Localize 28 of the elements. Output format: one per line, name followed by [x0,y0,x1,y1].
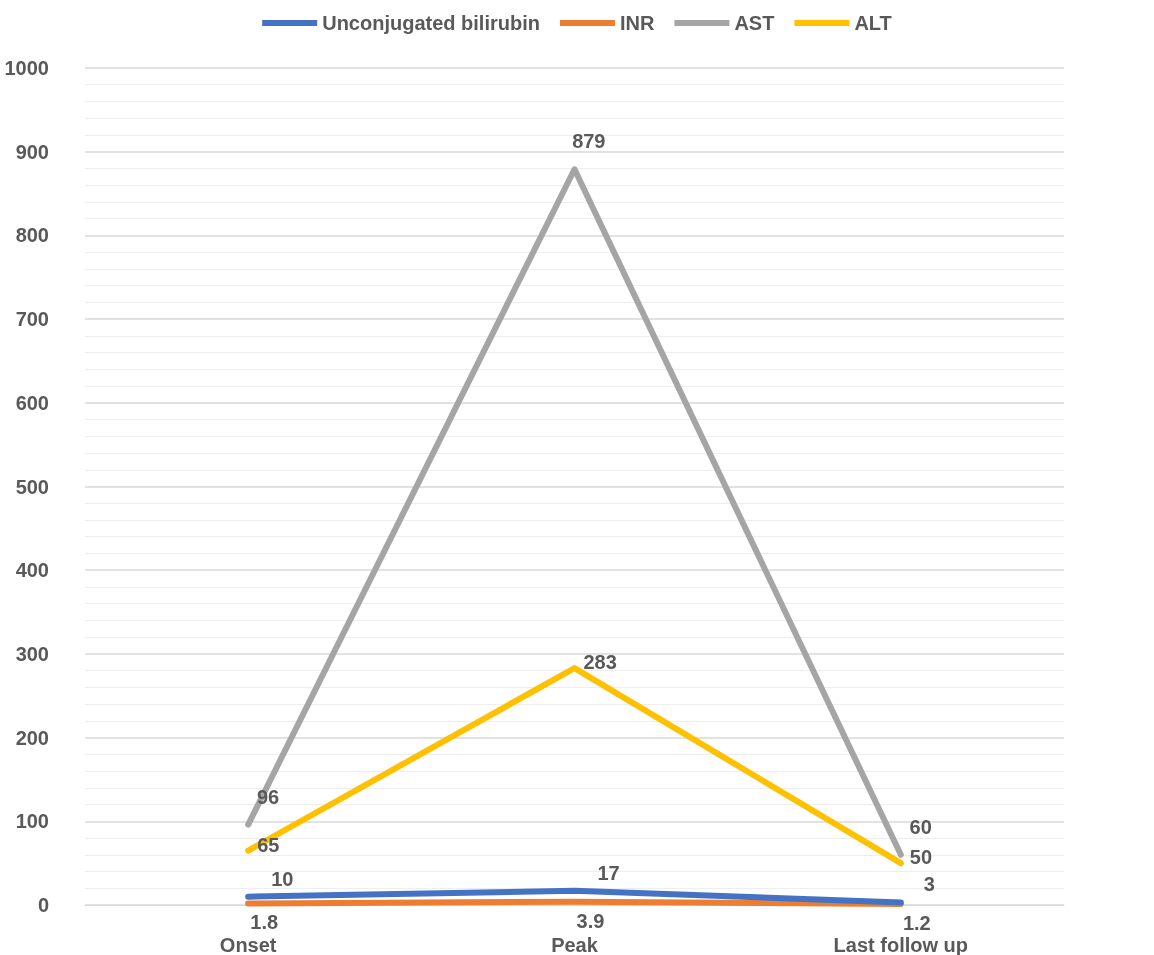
y-tick-label: 1000 [4,57,49,79]
data-label: 3 [923,873,935,896]
y-tick-label: 300 [15,642,49,665]
y-tick-label: 800 [15,224,49,247]
data-label: 1.2 [902,912,931,934]
y-tick-label: 400 [15,559,49,582]
y-tick-label: 500 [15,475,49,498]
data-label: 60 [909,815,932,838]
y-tick-label: 900 [15,140,49,163]
legend-label: AST [734,12,775,34]
data-label: 3.9 [576,909,605,932]
data-label: 10 [271,867,294,890]
y-tick-label: 700 [15,308,49,331]
data-label: 96 [256,785,280,808]
x-tick-label: Peak [551,934,599,955]
x-tick-label: Onset [219,934,277,955]
data-label: 17 [597,861,620,884]
data-label: 283 [583,651,617,674]
y-tick-label: 600 [15,391,49,414]
data-label: 879 [572,130,606,153]
data-label: 50 [909,846,933,869]
legend-label: Unconjugated bilirubin [322,12,540,34]
legend-label: ALT [854,12,892,34]
legend-label: INR [619,12,655,34]
y-tick-label: 0 [37,894,49,916]
data-label: 1.8 [250,911,279,934]
y-tick-label: 100 [15,810,49,833]
y-tick-label: 200 [15,726,49,749]
